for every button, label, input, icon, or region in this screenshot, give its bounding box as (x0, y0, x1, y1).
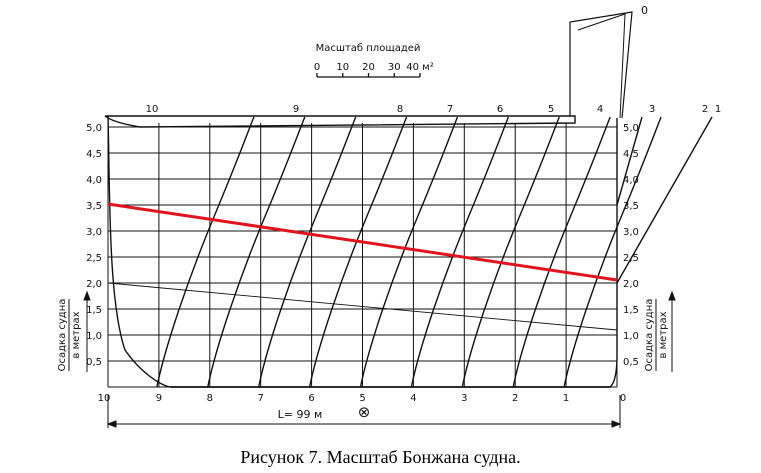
top-curve-number: 7 (447, 104, 453, 115)
rudder-inner (577, 13, 626, 119)
length-arrow-left (106, 420, 117, 428)
top-curve-number: 8 (397, 104, 403, 115)
left-axis-title-line2: в метрах (71, 311, 82, 358)
top-curve-number: 5 (548, 104, 554, 115)
length-dimension (106, 395, 622, 428)
right-axis-tick-label: 1,0 (623, 331, 639, 342)
left-axis-tick-label: 2,5 (86, 253, 102, 264)
top-curve-number: 9 (293, 104, 299, 115)
bonjean-curve (308, 116, 408, 388)
station-label: 7 (258, 393, 264, 404)
station-label: 2 (512, 393, 518, 404)
length-label: L= 99 м (278, 408, 323, 421)
left-axis-tick-label: 3,5 (86, 201, 102, 212)
right-draft-axis: 0,5 1,0 1,5 2,0 2,5 3,0 3,5 4,0 4,5 5,0 (623, 123, 639, 368)
right-axis-tick-label: 4,0 (623, 175, 639, 186)
area-scale: Масштаб площадей 0 10 20 30 40 м² (314, 43, 434, 78)
left-axis-arrow (83, 290, 91, 372)
station-label: 9 (156, 393, 162, 404)
scale-tick-label: 10 (336, 62, 349, 73)
right-axis-arrow (668, 290, 676, 372)
right-axis-tick-label: 2,0 (623, 279, 639, 290)
grid-lines (107, 123, 618, 388)
bonjean-curve (359, 116, 459, 388)
left-axis-tick-label: 2,0 (86, 279, 102, 290)
station-labels: 10 9 8 7 6 5 4 3 2 1 0 (98, 393, 627, 404)
station-label: 4 (410, 393, 416, 404)
right-axis-tick-label: 3,0 (623, 227, 639, 238)
left-draft-axis: 0,5 1,0 1,5 2,0 2,5 3,0 3,5 4,0 4,5 5,0 (86, 123, 102, 368)
left-axis-tick-label: 1,0 (86, 331, 102, 342)
bonjean-curve (563, 116, 662, 388)
scale-tick-label: 30 (388, 62, 401, 73)
top-curve-number: 10 (146, 104, 159, 115)
hull-outline (104, 11, 633, 388)
left-axis-tick-label: 0,5 (86, 357, 102, 368)
right-axis-tick-label: 1,5 (623, 305, 639, 316)
bonjean-curve (258, 116, 357, 388)
right-axis-tick-label: 2,5 (623, 253, 639, 264)
top-curve-number: 6 (497, 104, 503, 115)
left-axis-tick-label: 3,0 (86, 227, 102, 238)
figure-caption: Рисунок 7. Масштаб Бонжана судна. (240, 447, 521, 467)
lower-diagonal (107, 282, 618, 331)
draft-line (107, 202, 618, 282)
deck-line (104, 115, 576, 128)
midship-symbol: ⊗ (358, 403, 371, 421)
area-scale-title: Масштаб площадей (316, 43, 421, 54)
scale-tick-label: 20 (362, 62, 375, 73)
right-axis-title-line1: Осадка судна (644, 299, 655, 372)
bonjean-curve (512, 116, 611, 388)
bonjean-curves (156, 116, 713, 388)
bonjean-curve (616, 116, 643, 206)
left-axis-tick-label: 1,5 (86, 305, 102, 316)
left-axis-title-line1: Осадка судна (57, 299, 68, 372)
top-curve-number: 2 (702, 104, 708, 115)
rudder-label: 0 (641, 4, 648, 17)
area-scale-bar (316, 73, 421, 78)
bonjean-curve (410, 116, 510, 388)
rudder-post (569, 11, 633, 119)
left-axis-title: Осадка судна в метрах (57, 299, 82, 372)
station-label: 3 (461, 393, 467, 404)
top-curve-number: 1 (715, 104, 721, 115)
right-axis-tick-label: 4,5 (623, 149, 639, 160)
station-label: 6 (308, 393, 314, 404)
station-label: 1 (563, 393, 569, 404)
top-curve-numbers: 10 9 8 7 6 5 4 3 2 1 (146, 104, 722, 115)
station-label: 8 (207, 393, 213, 404)
right-axis-tick-label: 3,5 (623, 201, 639, 212)
station-label: 5 (359, 393, 365, 404)
right-axis-title-line2: в метрах (658, 311, 669, 358)
right-axis-tick-label: 0,5 (623, 357, 639, 368)
left-axis-tick-label: 5,0 (86, 123, 102, 134)
right-axis-tick-label: 5,0 (623, 123, 639, 134)
scale-tick-label: 40 м² (406, 62, 433, 73)
top-curve-number: 4 (597, 104, 603, 115)
bonjean-curve (156, 116, 255, 388)
bonjean-curve (461, 116, 560, 388)
right-axis-title: Осадка судна в метрах (644, 299, 669, 372)
left-axis-tick-label: 4,5 (86, 149, 102, 160)
top-curve-number: 3 (649, 104, 655, 115)
length-arrow-right (611, 420, 622, 428)
station-label: 10 (98, 393, 111, 404)
station-label: 0 (620, 393, 626, 404)
scale-tick-label: 0 (314, 62, 320, 73)
bonjean-curve (616, 116, 713, 284)
bonjean-curve (207, 116, 306, 388)
left-axis-tick-label: 4,0 (86, 175, 102, 186)
